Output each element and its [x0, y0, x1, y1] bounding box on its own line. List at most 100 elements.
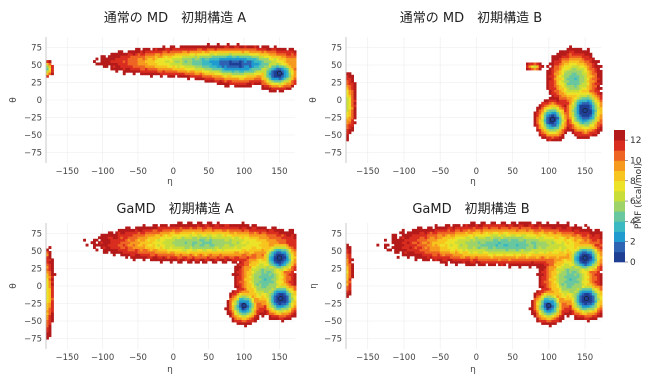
pmf-cell — [169, 253, 173, 257]
pmf-cell — [46, 251, 49, 254]
pmf-cell — [401, 233, 405, 237]
pmf-cell — [261, 243, 265, 247]
pmf-cell — [231, 255, 235, 259]
pmf-cell — [254, 263, 257, 267]
pmf-cell — [589, 111, 593, 115]
pmf-cell — [455, 224, 458, 227]
pmf-cell — [147, 238, 151, 242]
pmf-cell — [48, 309, 52, 313]
pmf-cell — [283, 260, 287, 264]
pmf-cell — [571, 57, 575, 61]
pmf-cell — [206, 243, 210, 247]
pmf-cell — [500, 243, 504, 247]
pmf-cell — [249, 62, 252, 66]
pmf-cell — [135, 62, 138, 66]
pmf-cell — [142, 57, 146, 61]
pmf-cell — [276, 260, 280, 264]
pmf-cell — [234, 309, 238, 313]
pmf-cell — [286, 67, 290, 71]
pmf-cell — [556, 60, 560, 63]
pmf-cell — [145, 47, 148, 51]
pmf-cell — [541, 118, 545, 122]
pmf-cell — [286, 246, 290, 249]
pmf-cell — [411, 253, 415, 257]
pmf-cell — [510, 258, 514, 262]
pmf-cell — [556, 101, 560, 105]
pmf-cell — [396, 241, 400, 245]
pmf-cell — [521, 248, 524, 252]
pmf-cell — [288, 255, 292, 259]
pmf-cell — [273, 243, 277, 247]
pmf-cell — [51, 312, 54, 316]
pmf-cell — [543, 114, 547, 117]
pmf-cell — [249, 55, 252, 58]
pmf-cell — [548, 79, 552, 83]
pmf-cell — [226, 243, 230, 247]
pmf-cell — [391, 238, 395, 242]
pmf-cell — [460, 236, 463, 240]
pmf-cell — [538, 243, 542, 247]
pmf-cell — [581, 114, 585, 117]
pmf-cell — [256, 282, 260, 286]
pmf-cell — [197, 226, 200, 230]
pmf-cell — [209, 233, 213, 237]
pmf-cell — [231, 82, 235, 85]
pmf-cell — [276, 67, 280, 71]
pmf-cell — [531, 304, 534, 308]
pmf-cell — [234, 304, 238, 308]
pmf-cell — [256, 69, 260, 73]
pmf-cell — [452, 243, 456, 247]
pmf-cell — [209, 52, 213, 56]
pmf-cell — [164, 258, 168, 262]
pmf-cell — [556, 96, 560, 100]
pmf-cell — [48, 304, 52, 308]
pmf-cell — [538, 104, 542, 108]
pmf-cell — [226, 69, 230, 73]
pmf-cell — [216, 72, 220, 76]
pmf-cell — [162, 231, 166, 235]
pmf-cell — [576, 55, 580, 58]
pmf-cell — [246, 79, 250, 83]
pmf-cell — [246, 314, 250, 318]
pmf-cell — [154, 72, 158, 76]
pmf-cell — [346, 280, 349, 284]
pmf-cell — [258, 265, 262, 269]
pmf-cell — [286, 270, 290, 274]
pmf-cell — [199, 228, 203, 232]
pmf-cell — [246, 248, 250, 252]
pmf-cell — [346, 128, 349, 132]
pmf-cell — [273, 248, 277, 252]
pmf-cell — [591, 96, 595, 100]
pmf-cell — [278, 55, 282, 58]
pmf-cell — [346, 268, 349, 271]
pmf-cell — [465, 246, 469, 249]
pmf-cell — [579, 82, 583, 85]
pmf-cell — [586, 79, 590, 83]
pmf-cell — [194, 241, 198, 245]
pmf-cell — [268, 258, 272, 262]
pmf-cell — [216, 241, 220, 245]
pmf-cell — [204, 258, 208, 262]
pmf-cell — [249, 57, 252, 61]
pmf-cell — [589, 121, 593, 125]
pmf-cell — [551, 65, 555, 68]
pmf-cell — [182, 55, 186, 58]
pmf-cell — [135, 241, 138, 245]
pmf-cell — [288, 50, 292, 54]
pmf-cell — [241, 322, 245, 325]
pmf-cell — [579, 106, 583, 110]
pmf-cell — [283, 248, 287, 252]
pmf-cell — [579, 69, 583, 73]
pmf-cell — [179, 251, 183, 254]
pmf-cell — [256, 74, 260, 78]
pmf-cell — [263, 302, 267, 306]
pmf-cell — [273, 317, 277, 320]
x-tick-label: 0 — [171, 353, 176, 363]
pmf-cell — [152, 248, 156, 252]
pmf-cell — [145, 72, 148, 76]
pmf-cell — [236, 255, 240, 259]
pmf-cell — [251, 238, 255, 242]
pmf-cell — [162, 241, 166, 245]
pmf-cell — [231, 273, 235, 276]
pmf-cell — [414, 251, 418, 254]
